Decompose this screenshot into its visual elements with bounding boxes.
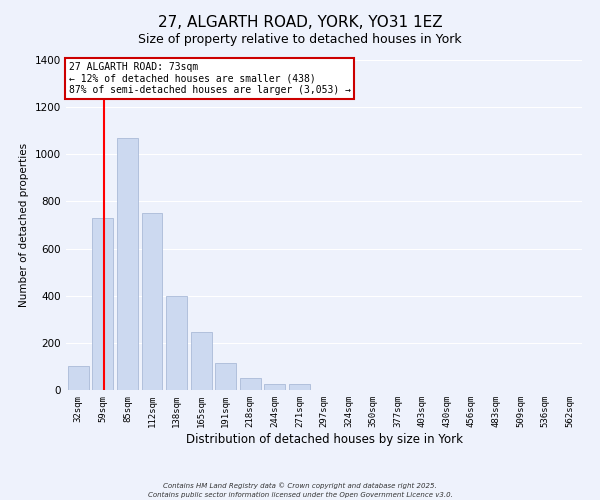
Y-axis label: Number of detached properties: Number of detached properties <box>19 143 29 307</box>
Bar <box>92 218 113 390</box>
X-axis label: Distribution of detached houses by size in York: Distribution of detached houses by size … <box>185 432 463 446</box>
Bar <box>166 296 187 390</box>
Bar <box>191 332 212 390</box>
Bar <box>265 384 286 390</box>
Bar <box>117 138 138 390</box>
Text: Size of property relative to detached houses in York: Size of property relative to detached ho… <box>138 32 462 46</box>
Bar <box>289 384 310 390</box>
Bar <box>68 366 89 390</box>
Bar <box>215 363 236 390</box>
Text: Contains HM Land Registry data © Crown copyright and database right 2025.
Contai: Contains HM Land Registry data © Crown c… <box>148 482 452 498</box>
Text: 27 ALGARTH ROAD: 73sqm
← 12% of detached houses are smaller (438)
87% of semi-de: 27 ALGARTH ROAD: 73sqm ← 12% of detached… <box>68 62 350 95</box>
Bar <box>142 213 163 390</box>
Bar <box>240 378 261 390</box>
Text: 27, ALGARTH ROAD, YORK, YO31 1EZ: 27, ALGARTH ROAD, YORK, YO31 1EZ <box>158 15 442 30</box>
